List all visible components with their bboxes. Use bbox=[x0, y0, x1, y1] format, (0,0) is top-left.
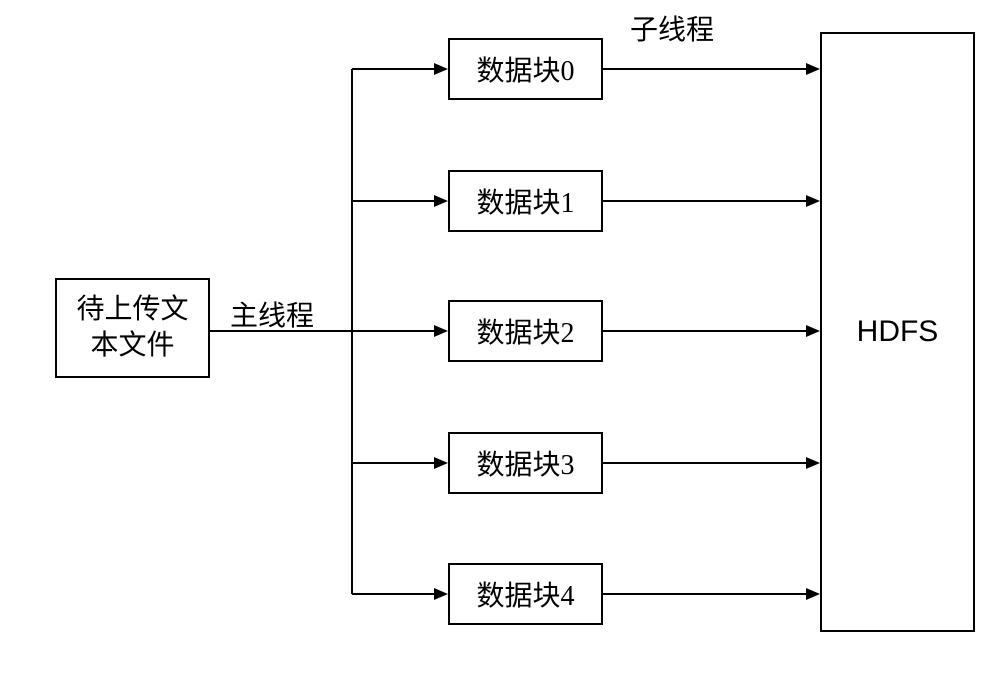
node-block-1: 数据块1 bbox=[448, 170, 603, 232]
node-block-0: 数据块0 bbox=[448, 38, 603, 100]
label-main-thread: 主线程 bbox=[230, 294, 314, 334]
diagram-canvas: 待上传文 本文件 数据块0 数据块1 数据块2 数据块3 数据块4 HDFS 主… bbox=[0, 0, 1000, 693]
node-source-file: 待上传文 本文件 bbox=[55, 278, 210, 378]
node-block-4: 数据块4 bbox=[448, 563, 603, 625]
node-block-2: 数据块2 bbox=[448, 300, 603, 362]
node-block-3: 数据块3 bbox=[448, 432, 603, 494]
node-hdfs: HDFS bbox=[820, 32, 975, 632]
label-sub-thread: 子线程 bbox=[630, 8, 714, 48]
